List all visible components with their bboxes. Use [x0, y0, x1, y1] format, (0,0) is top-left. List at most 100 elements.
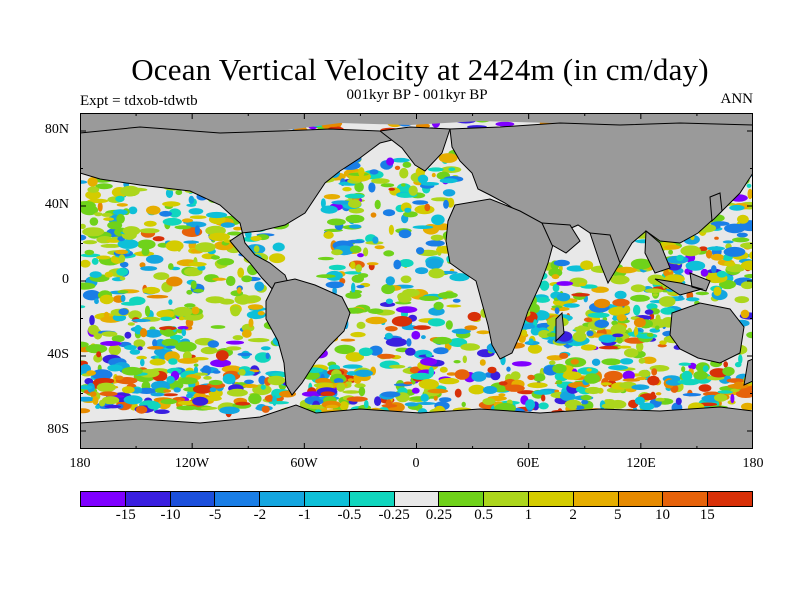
velocity-patch	[622, 378, 641, 382]
velocity-patch	[101, 396, 120, 405]
velocity-patch	[402, 161, 412, 168]
velocity-patch	[323, 231, 334, 239]
velocity-patch	[147, 346, 164, 350]
velocity-patch	[173, 306, 193, 317]
velocity-patch	[430, 234, 444, 241]
velocity-patch	[741, 402, 753, 411]
velocity-patch	[107, 364, 123, 372]
velocity-patch	[342, 187, 352, 192]
velocity-patch	[445, 320, 453, 330]
velocity-patch	[740, 281, 753, 290]
velocity-patch	[104, 404, 121, 409]
velocity-patch	[356, 285, 365, 289]
colorbar-label: 1	[524, 507, 533, 523]
lon-tick-120w: 120W	[174, 456, 210, 471]
velocity-patch	[420, 357, 438, 366]
velocity-patch	[714, 393, 728, 402]
velocity-patch	[552, 363, 567, 374]
velocity-patch	[527, 344, 542, 354]
velocity-patch	[437, 291, 458, 299]
velocity-patch	[190, 280, 197, 290]
velocity-patch	[366, 262, 379, 266]
velocity-patch	[580, 344, 597, 351]
velocity-patch	[220, 222, 235, 228]
velocity-patch	[346, 396, 368, 402]
lon-tick-180w: 180	[69, 456, 91, 471]
velocity-patch	[553, 259, 570, 267]
velocity-patch	[395, 306, 418, 313]
velocity-patch	[122, 226, 141, 236]
velocity-patch	[417, 174, 429, 184]
velocity-patch	[385, 298, 393, 305]
velocity-patch	[247, 338, 270, 343]
velocity-patch	[346, 371, 358, 376]
velocity-patch	[137, 346, 143, 351]
velocity-patch	[233, 226, 243, 231]
velocity-patch	[432, 336, 452, 345]
velocity-patch	[160, 316, 173, 321]
velocity-patch	[388, 187, 396, 191]
velocity-patch	[216, 258, 235, 266]
velocity-patch	[452, 298, 461, 303]
velocity-patch	[541, 394, 546, 402]
velocity-patch	[103, 311, 110, 319]
velocity-patch	[316, 274, 336, 279]
velocity-patch	[438, 377, 460, 385]
velocity-patch	[222, 373, 236, 385]
velocity-patch	[527, 374, 535, 380]
velocity-patch	[184, 303, 196, 308]
velocity-patch	[556, 292, 571, 302]
velocity-patch	[160, 398, 178, 405]
velocity-patch	[680, 245, 701, 257]
velocity-patch	[260, 346, 271, 351]
velocity-patch	[244, 379, 254, 384]
velocity-patch	[433, 301, 444, 310]
velocity-patch	[584, 386, 602, 395]
velocity-patch	[140, 266, 158, 271]
velocity-patch	[710, 253, 724, 261]
velocity-patch	[342, 364, 363, 369]
velocity-patch	[404, 402, 419, 407]
velocity-patch	[253, 245, 260, 253]
velocity-patch	[112, 209, 128, 216]
velocity-patch	[257, 311, 265, 316]
velocity-patch	[428, 366, 434, 378]
colorbar-swatch-9	[484, 492, 529, 506]
velocity-patch	[200, 346, 218, 355]
velocity-patch	[186, 221, 207, 228]
velocity-patch	[682, 393, 702, 397]
velocity-patch	[131, 318, 151, 323]
velocity-patch	[700, 268, 709, 277]
velocity-patch	[358, 386, 366, 397]
velocity-patch	[598, 334, 617, 343]
velocity-patch	[348, 199, 362, 209]
velocity-patch	[124, 331, 132, 339]
velocity-patch	[80, 396, 96, 402]
velocity-patch	[355, 264, 362, 273]
velocity-patch	[612, 314, 618, 322]
velocity-patch	[528, 303, 540, 314]
velocity-patch	[208, 379, 223, 386]
colorbar-swatch-5	[304, 492, 350, 506]
velocity-patch	[237, 352, 253, 357]
velocity-patch	[538, 402, 549, 410]
velocity-patch	[678, 362, 691, 366]
velocity-patch	[159, 326, 177, 331]
velocity-patch	[391, 316, 413, 327]
land-masses	[80, 113, 753, 449]
colorbar-label: -15	[115, 507, 136, 523]
velocity-patch	[342, 390, 361, 394]
velocity-patch	[354, 181, 364, 193]
velocity-patch	[175, 189, 183, 196]
velocity-patch	[186, 393, 193, 399]
velocity-patch	[94, 298, 99, 305]
velocity-patch	[538, 330, 551, 338]
lat-tick-80n: 80N	[44, 122, 69, 137]
velocity-patch	[591, 358, 601, 366]
velocity-patch	[154, 409, 170, 415]
velocity-patch	[80, 201, 96, 211]
velocity-patch	[630, 284, 646, 293]
velocity-patch	[568, 404, 577, 410]
velocity-patch	[87, 177, 98, 187]
season-label: ANN	[720, 91, 754, 107]
